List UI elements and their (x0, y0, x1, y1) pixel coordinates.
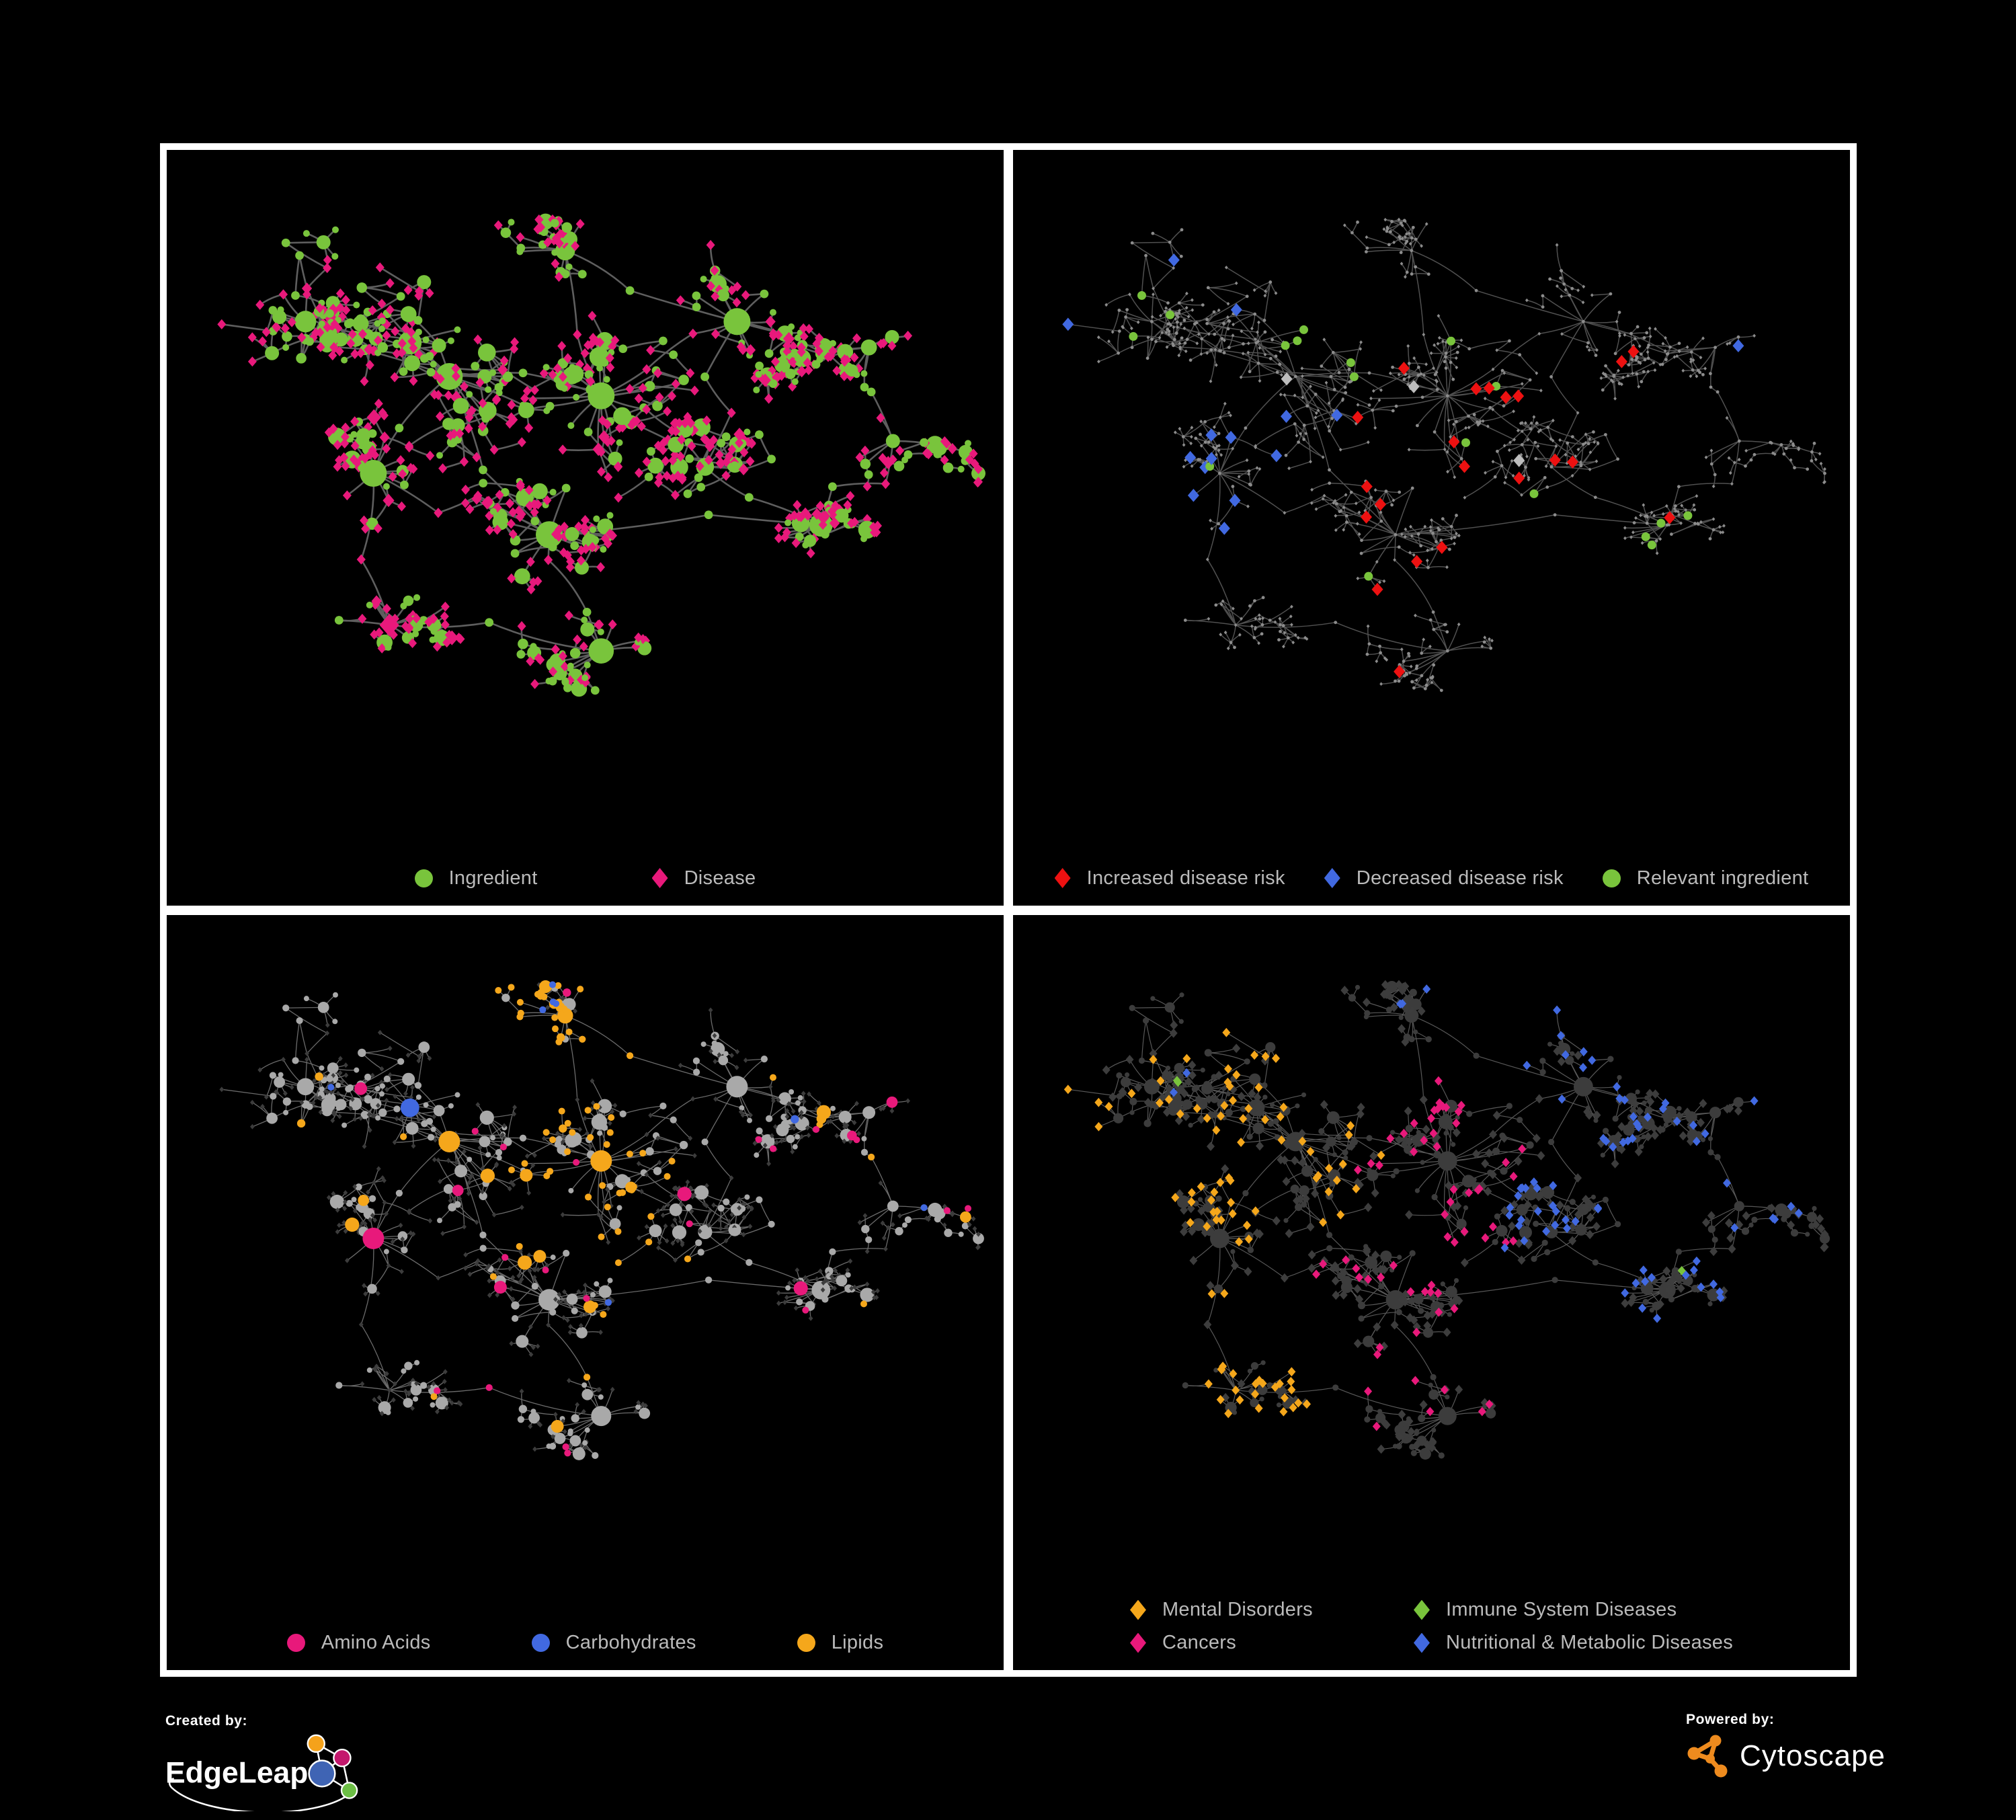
legend-label: Decreased disease risk (1356, 867, 1564, 889)
ingredient-circle-marker (414, 869, 433, 887)
panel-disease-categories: Mental Disorders Immune System Diseases Ca… (1013, 914, 1850, 1670)
edgeleap-swoosh-curve (168, 1778, 352, 1811)
legend-item-cancers: Cancers (1129, 1632, 1313, 1654)
edgeleap-node-green (340, 1782, 358, 1799)
nutritional-metabolic-diseases-diamond-marker (1413, 1632, 1430, 1653)
increased-disease-risk-diamond-marker (1054, 868, 1071, 888)
legend-label: Immune System Diseases (1445, 1599, 1677, 1620)
relevant-ingredient-circle-marker (1602, 869, 1621, 887)
legend-label: Cancers (1162, 1632, 1237, 1653)
panels-grid: Ingredient Disease Increased disease risk… (160, 143, 1857, 1677)
legend-label: Carbohydrates (565, 1632, 696, 1653)
mental-disorders-diamond-marker (1129, 1599, 1146, 1620)
created-by-label: Created by: (165, 1713, 248, 1729)
legend-label: Mental Disorders (1162, 1599, 1313, 1620)
legend-disease-risk: Increased disease risk Decreased disease … (1013, 867, 1850, 889)
edgeleap-logo: EdgeLeap (165, 1734, 358, 1811)
legend-label: Disease (684, 867, 756, 889)
legend-disease-categories: Mental Disorders Immune System Diseases Ca… (1013, 1599, 1850, 1654)
legend-item-increased-disease-risk: Increased disease risk (1054, 867, 1285, 889)
legend-label: Ingredient (448, 867, 538, 889)
legend-item-nutritional-metabolic-diseases: Nutritional & Metabolic Diseases (1413, 1632, 1734, 1654)
carbohydrates-circle-marker (531, 1634, 550, 1652)
immune-system-diseases-diamond-marker (1413, 1599, 1430, 1620)
legend-item-relevant-ingredient: Relevant ingredient (1602, 867, 1809, 889)
cancers-diamond-marker (1129, 1632, 1146, 1653)
cytoscape-logo: Cytoscape (1686, 1732, 1886, 1780)
legend-item-decreased-disease-risk: Decreased disease risk (1324, 867, 1564, 889)
network-canvas-disease-categories (1063, 980, 1830, 1460)
created-by-block: Created by: EdgeLeap (165, 1713, 360, 1811)
network-canvas-disease-risk (1062, 217, 1826, 693)
legend-item-disease: Disease (651, 867, 756, 889)
edgeleap-node-blue (308, 1759, 336, 1788)
legend-label: Lipids (831, 1632, 884, 1653)
legend-item-lipids: Lipids (797, 1632, 884, 1654)
panel-nutrient-classes: Amino Acids Carbohydrates Lipids (167, 914, 1004, 1670)
decreased-disease-risk-diamond-marker (1324, 868, 1340, 888)
panel-disease-risk: Increased disease risk Decreased disease … (1013, 150, 1850, 906)
legend-label: Amino Acids (321, 1632, 431, 1653)
legend-item-immune-system-diseases: Immune System Diseases (1413, 1599, 1733, 1621)
network-canvas-ingredient-disease (217, 213, 985, 697)
legend-label: Increased disease risk (1086, 867, 1285, 889)
powered-by-block: Powered by: Cytoscape (1686, 1712, 1886, 1780)
amino-acids-circle-marker (286, 1634, 305, 1652)
legend-ingredient-disease: Ingredient Disease (167, 867, 1004, 889)
cytoscape-wordmark: Cytoscape (1740, 1739, 1886, 1772)
network-canvas-nutrient-classes (219, 980, 984, 1460)
legend-item-carbohydrates: Carbohydrates (531, 1632, 696, 1654)
powered-by-label: Powered by: (1686, 1712, 1775, 1727)
lipids-circle-marker (797, 1634, 815, 1652)
legend-label: Nutritional & Metabolic Diseases (1445, 1632, 1734, 1653)
legend-label: Relevant ingredient (1636, 867, 1809, 889)
edgeleap-wordmark: EdgeLeap (165, 1756, 308, 1789)
disease-diamond-marker (651, 868, 668, 888)
legend-nutrient-classes: Amino Acids Carbohydrates Lipids (167, 1632, 1004, 1654)
legend-item-mental-disorders: Mental Disorders (1129, 1599, 1313, 1621)
edgeleap-node-orange (307, 1734, 325, 1753)
edgeleap-node-magenta (333, 1748, 352, 1768)
cytoscape-icon (1687, 1735, 1728, 1778)
legend-item-ingredient: Ingredient (414, 867, 538, 889)
panel-ingredient-disease: Ingredient Disease (167, 150, 1004, 906)
legend-item-amino-acids: Amino Acids (286, 1632, 431, 1654)
